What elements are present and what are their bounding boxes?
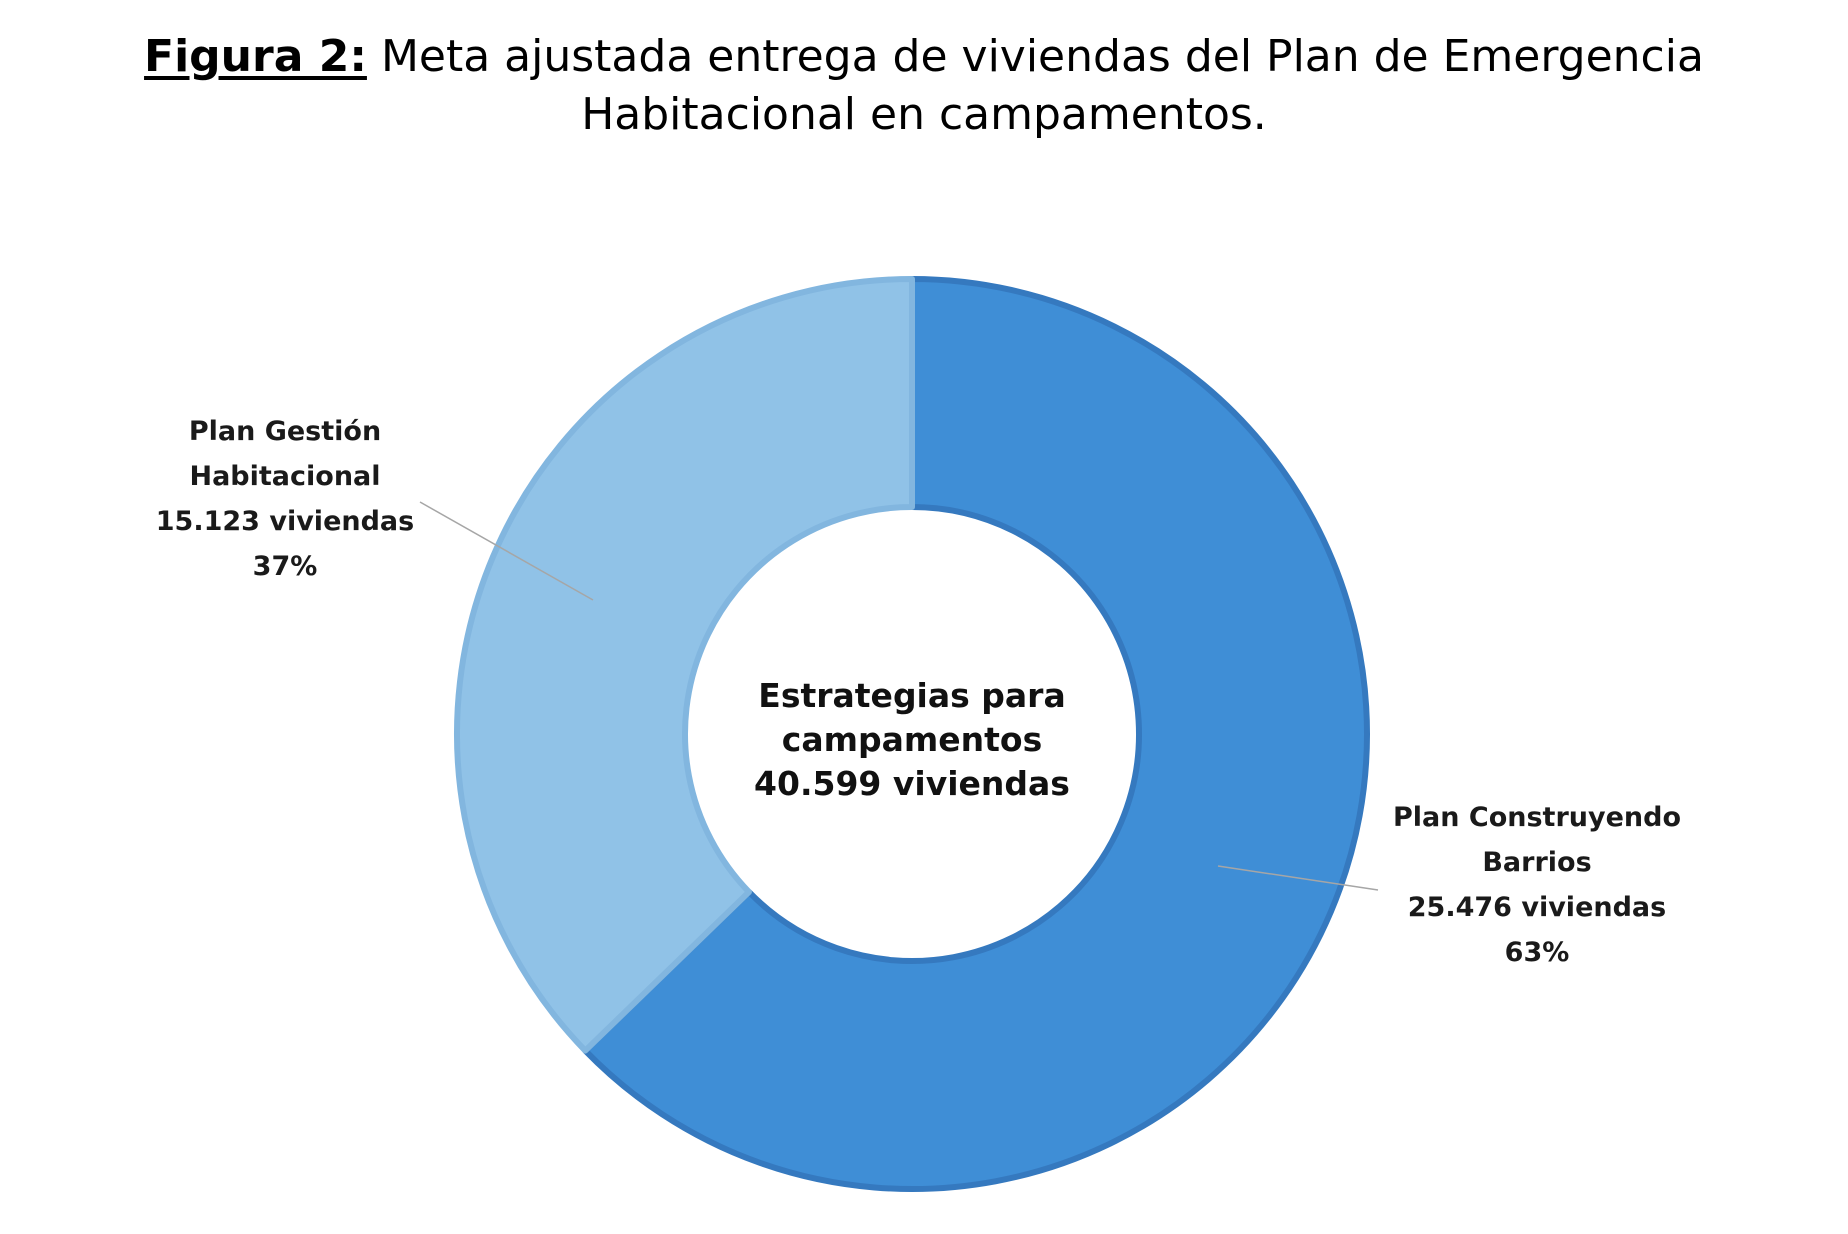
leader-line-plan-gestion-habitacional (419, 501, 594, 601)
center-label: Estrategias para campamentos 40.599 vivien… (754, 676, 1070, 803)
slice-labels: Plan Construyendo Barrios 25.476 viviendas… (156, 416, 1681, 968)
figure-label: Figura 2: (144, 31, 367, 82)
data-label-line: 25.476 viviendas (1408, 892, 1666, 923)
leader-lines (419, 501, 1379, 891)
data-label-plan-gestion-habitacional: Plan Gestión Habitacional 15.123 viviendas… (156, 416, 414, 582)
data-label-line: Plan Construyendo (1393, 802, 1681, 833)
data-label-line: 37% (253, 551, 318, 582)
data-label-line: Barrios (1482, 847, 1591, 878)
data-label-plan-construyendo-barrios: Plan Construyendo Barrios 25.476 viviendas… (1393, 802, 1681, 968)
figure-caption: Figura 2: Meta ajustada entrega de vivie… (0, 28, 1848, 144)
donut-slice-plan-gestion-habitacional (454, 276, 915, 1054)
data-label-line: Habitacional (189, 461, 380, 492)
leader-line-plan-construyendo-barrios (1217, 865, 1379, 891)
donut-slice-plan-construyendo-barrios (582, 276, 1370, 1192)
center-label-line: 40.599 viviendas (754, 764, 1070, 803)
donut-slices (454, 276, 1370, 1192)
center-label-line: Estrategias para (758, 676, 1065, 715)
data-label-line: Plan Gestión (189, 416, 381, 447)
figure-title: Meta ajustada entrega de viviendas del P… (380, 31, 1704, 140)
data-label-line: 63% (1505, 937, 1570, 968)
data-label-line: 15.123 viviendas (156, 506, 414, 537)
center-label-line: campamentos (782, 720, 1042, 759)
